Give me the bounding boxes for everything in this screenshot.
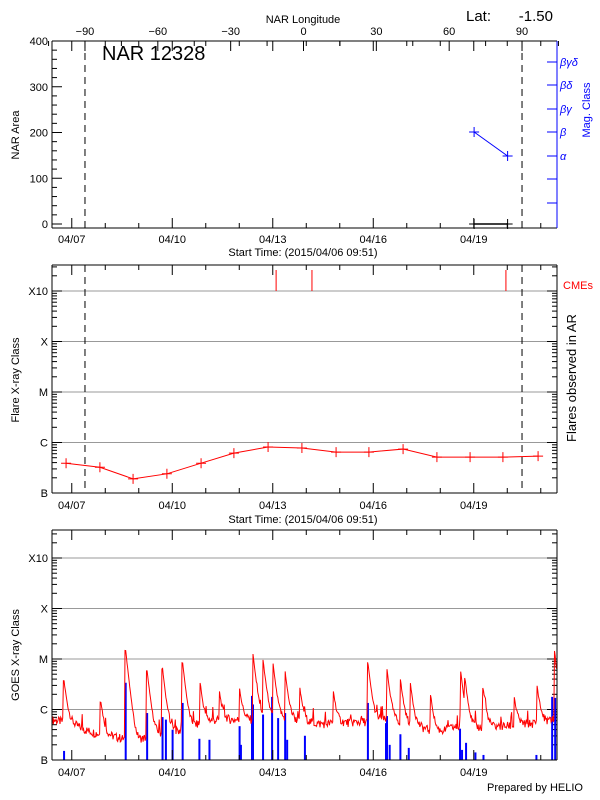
- flare-point: [161, 468, 172, 479]
- y-tick-label: X10: [28, 553, 48, 565]
- y-tick-label: M: [39, 387, 48, 399]
- y-tick-label: 100: [30, 173, 48, 185]
- x-tick-label: 04/19: [460, 500, 488, 512]
- mag-class-point: [502, 151, 513, 161]
- cme-label: CMEs: [563, 280, 593, 292]
- top-tick-label: 30: [370, 26, 382, 38]
- x-tick-label: 04/16: [359, 767, 387, 779]
- y-axis-label: NAR Area: [10, 110, 22, 160]
- y-tick-label: 300: [30, 82, 48, 94]
- goes-panel: GOES X-ray Class Prepared by HELIO B C M X X…: [10, 529, 583, 794]
- x-tick-label: 04/10: [158, 767, 186, 779]
- x-tick-label: 04/19: [460, 767, 488, 779]
- top-tick-label: −90: [76, 26, 95, 38]
- x-axis-label: Start Time: (2015/04/06 09:51): [228, 514, 377, 526]
- latitude-label: Lat:: [466, 8, 491, 25]
- y-tick-label: B: [41, 488, 48, 500]
- x-tick-label: 04/07: [58, 500, 86, 512]
- top-tick-label: 60: [443, 26, 455, 38]
- x-tick-label: 04/10: [158, 500, 186, 512]
- y-tick-label: X: [41, 604, 49, 616]
- nar-area-panel: NAR Longitude Lat: -1.50 NAR 12328 NAR A…: [10, 8, 593, 259]
- flare-point: [128, 473, 139, 484]
- x-tick-label: 04/13: [259, 234, 287, 246]
- area-point: [502, 219, 513, 229]
- top-tick-label: 0: [300, 26, 306, 38]
- flare-point: [363, 447, 374, 458]
- flare-point: [228, 448, 239, 459]
- mag-class-label: βγ: [559, 104, 573, 116]
- flare-point: [465, 452, 476, 463]
- mag-class-label: β: [559, 127, 567, 139]
- x-tick-label: 04/10: [158, 234, 186, 246]
- flare-point: [533, 451, 544, 462]
- y-tick-label: C: [40, 705, 48, 717]
- flare-point: [61, 458, 72, 469]
- x-tick-label: 04/16: [359, 234, 387, 246]
- flare-point: [331, 447, 342, 458]
- latitude-value: -1.50: [519, 8, 553, 25]
- y-tick-label: C: [40, 438, 48, 450]
- flare-point: [497, 452, 508, 463]
- mag-class-line: [473, 131, 508, 157]
- y-tick-label: X10: [28, 286, 48, 298]
- top-tick-label: 90: [516, 26, 528, 38]
- y-tick-label: X: [41, 337, 49, 349]
- mag-class-label: βγδ: [559, 57, 579, 69]
- top-tick-label: −60: [148, 26, 167, 38]
- y-tick-label: B: [41, 755, 48, 767]
- x-tick-label: 04/13: [259, 500, 287, 512]
- x-tick-label: 04/19: [460, 234, 488, 246]
- right-axis-label: Mag. Class: [581, 82, 593, 138]
- y-axis-label: Flare X-ray Class: [10, 337, 22, 422]
- y-tick-label: M: [39, 654, 48, 666]
- goes-long-channel-line: [51, 649, 557, 744]
- flare-point: [296, 443, 307, 454]
- x-tick-label: 04/07: [58, 767, 86, 779]
- x-tick-label: 04/13: [259, 767, 287, 779]
- y-tick-label: 400: [30, 36, 48, 48]
- x-tick-label: 04/07: [58, 234, 86, 246]
- mag-class-label: α: [560, 151, 567, 163]
- mag-class-label: βδ: [559, 80, 573, 92]
- x-axis-label: Start Time: (2015/04/06 09:51): [228, 247, 377, 259]
- y-axis-label: GOES X-ray Class: [10, 609, 22, 701]
- y-tick-label: 200: [30, 128, 48, 140]
- flare-point: [196, 458, 207, 469]
- mag-class-point: [469, 127, 480, 137]
- area-point: [469, 219, 480, 229]
- credit-label: Prepared by HELIO: [487, 782, 583, 794]
- top-tick-label: −30: [221, 26, 240, 38]
- top-axis-label: NAR Longitude: [266, 14, 341, 26]
- flare-point: [263, 442, 274, 453]
- flare-point: [398, 444, 409, 455]
- right-axis-label: Flares observed in AR: [564, 314, 579, 442]
- flare-point: [431, 452, 442, 463]
- chart-title: NAR 12328: [102, 43, 205, 65]
- flare-point: [94, 462, 105, 473]
- flare-class-panel: Flare X-ray Class Flares observed in AR …: [10, 264, 593, 526]
- x-tick-label: 04/16: [359, 500, 387, 512]
- y-tick-label: 0: [42, 219, 48, 231]
